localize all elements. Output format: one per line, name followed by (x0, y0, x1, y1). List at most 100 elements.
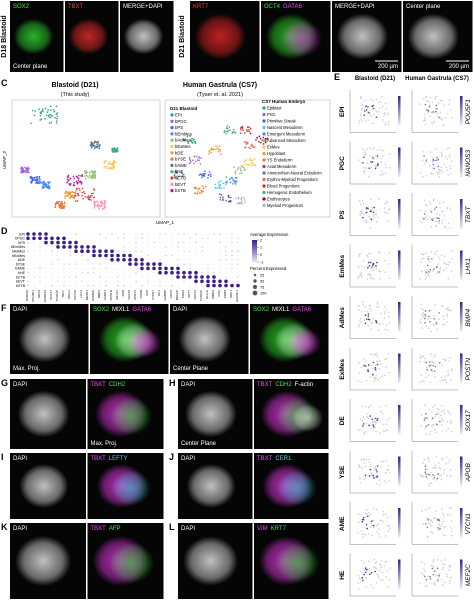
cell (450, 475, 452, 478)
cell (370, 364, 373, 367)
cell (428, 484, 430, 487)
cell (436, 567, 439, 570)
cell (437, 318, 440, 320)
cell (428, 310, 431, 312)
scale-bar-label: 200 µm (378, 64, 398, 70)
cell (376, 573, 379, 576)
cell (441, 424, 443, 426)
cell (68, 193, 70, 196)
cell (193, 162, 195, 165)
legend-swatch (170, 132, 174, 136)
cell (438, 413, 440, 415)
cell (428, 271, 430, 273)
cell (385, 423, 388, 426)
cell (219, 198, 222, 201)
channel-label: TBXT (257, 456, 273, 462)
signal (111, 470, 151, 506)
cell (384, 430, 387, 433)
colorbar (398, 559, 401, 589)
cell (24, 166, 26, 169)
cell (386, 569, 389, 572)
cell (216, 187, 218, 189)
gene-label: VTCN1 (151, 290, 155, 300)
dot (201, 246, 203, 248)
cell (364, 477, 367, 480)
cell (377, 329, 380, 332)
tick-label: 25 (260, 273, 264, 277)
cell (422, 175, 424, 178)
cell (370, 328, 373, 330)
dot (171, 233, 173, 235)
cell (173, 174, 176, 177)
cell (437, 171, 439, 174)
cell (384, 259, 386, 262)
cell (372, 262, 375, 265)
cell (112, 166, 115, 169)
cell (361, 120, 364, 122)
cell (426, 368, 428, 371)
legend-swatch (170, 163, 174, 167)
cell (443, 563, 446, 566)
dot (135, 276, 137, 278)
dot (111, 237, 113, 239)
cell (437, 473, 439, 475)
cell (441, 512, 444, 515)
dot (165, 242, 167, 243)
dot (147, 259, 149, 261)
dot (231, 250, 233, 252)
cell (373, 206, 375, 209)
dot (93, 272, 95, 274)
dot (213, 255, 215, 256)
cell (226, 181, 228, 184)
dot (69, 276, 71, 278)
gene-label: APOB (465, 463, 472, 483)
cell (365, 219, 368, 222)
dot (225, 276, 227, 278)
dot (135, 246, 137, 248)
cell (370, 161, 372, 163)
cell (424, 123, 427, 126)
cell (105, 160, 108, 162)
cell (89, 195, 92, 197)
dot (195, 268, 197, 269)
gene-label: BMP4 (97, 290, 101, 299)
cell (372, 264, 374, 266)
cell (388, 480, 390, 483)
cell (445, 308, 448, 310)
cell (245, 143, 248, 146)
cell (433, 314, 435, 317)
cell (21, 171, 23, 174)
cell (85, 174, 88, 177)
row-label: bCTB (16, 275, 26, 279)
cell (88, 171, 91, 174)
dot (51, 259, 53, 261)
dot (177, 255, 179, 256)
dot (135, 241, 137, 244)
cell (368, 424, 370, 427)
cell (357, 159, 360, 162)
cell (444, 581, 446, 584)
cell (370, 98, 373, 101)
cell (360, 577, 362, 580)
size-key (252, 284, 258, 290)
cell (374, 354, 376, 356)
cell (93, 140, 96, 143)
cell (200, 157, 202, 159)
dot (63, 268, 65, 269)
cell (434, 376, 436, 378)
cell (372, 376, 375, 379)
cell (442, 514, 445, 516)
dot (87, 268, 89, 269)
cell (360, 310, 363, 313)
cell (359, 418, 362, 421)
cell (385, 357, 388, 360)
dot (207, 237, 209, 239)
cell (438, 222, 440, 225)
dot (27, 276, 29, 278)
row-label: ExMes (339, 359, 346, 380)
dot (141, 255, 143, 256)
cell (76, 182, 79, 185)
dot (92, 253, 96, 258)
cell (42, 187, 44, 189)
dot (201, 255, 203, 256)
